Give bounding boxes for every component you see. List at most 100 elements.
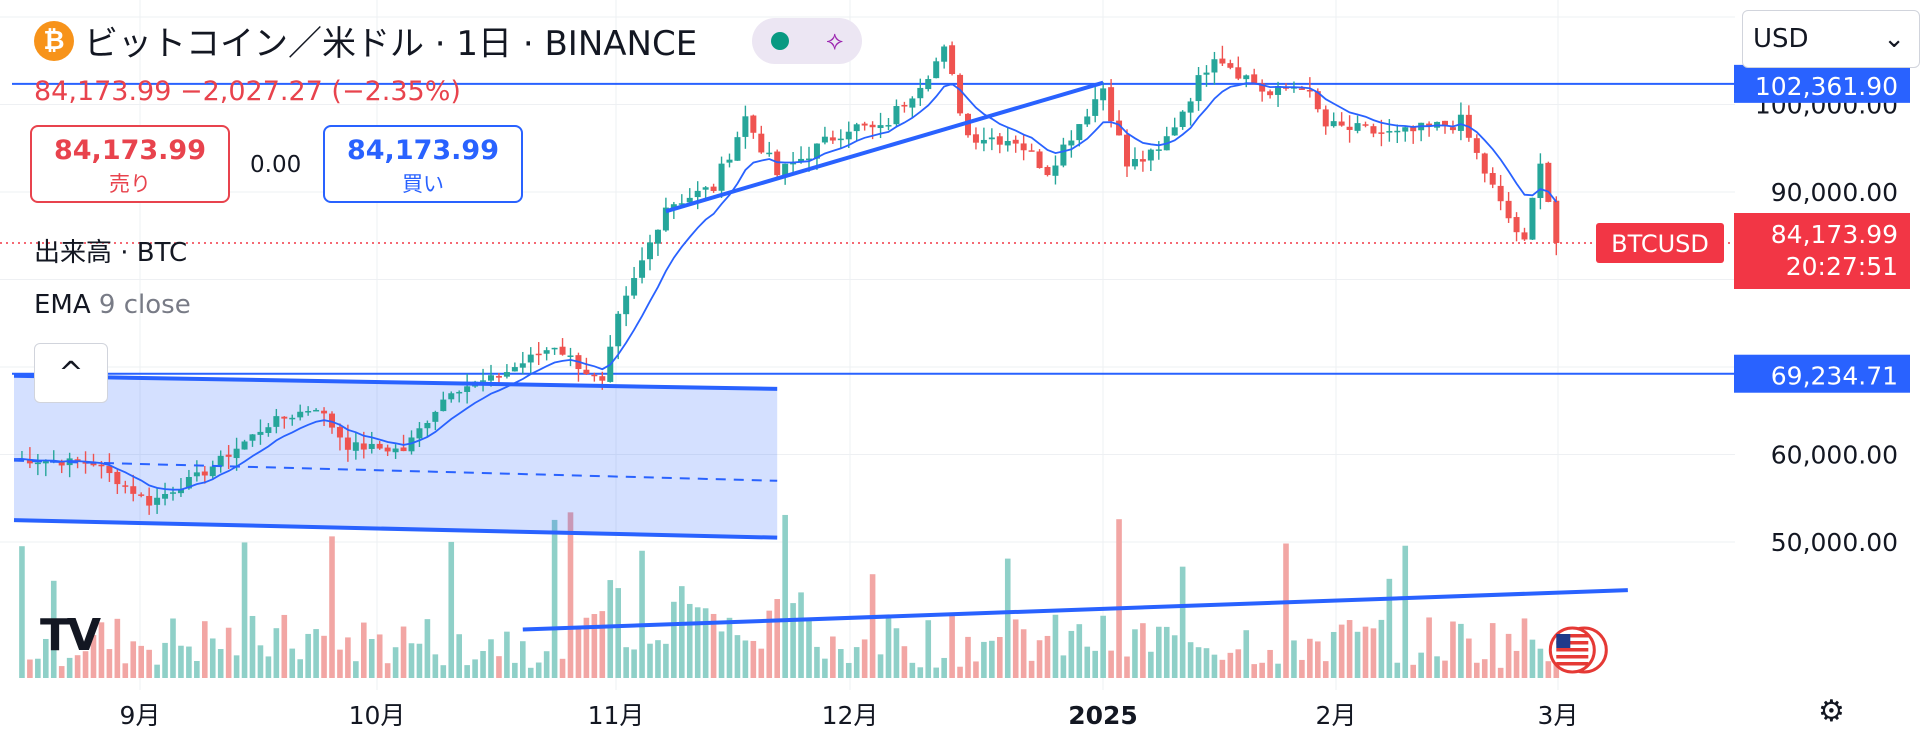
volume-bar (1299, 659, 1305, 678)
volume-bar (551, 519, 558, 678)
volume-bar (281, 614, 288, 678)
volume-bar (297, 659, 303, 678)
volume-bar (178, 645, 184, 678)
candle-body (980, 139, 987, 144)
sell-button[interactable]: 84,173.99 売り (30, 125, 230, 203)
volume-bar (488, 639, 494, 678)
volume-indicator-label[interactable]: 出来高 · BTC (34, 238, 188, 268)
candle-body (559, 346, 566, 355)
volume-bar (1489, 623, 1496, 678)
volume-bar (1203, 648, 1210, 678)
settings-icon[interactable]: ⚙ (1818, 694, 1845, 729)
trend-line[interactable] (665, 80, 1104, 214)
volume-bar (432, 654, 439, 678)
channel-lower-line[interactable] (13, 518, 778, 540)
chevron-up-icon: ^ (58, 355, 84, 391)
candle-body (209, 466, 216, 477)
candle-body (1275, 86, 1282, 95)
candle-body (177, 489, 184, 494)
volume-bar (766, 610, 773, 678)
candle-body (1267, 91, 1274, 96)
volume-bar (599, 611, 606, 678)
flag-canton (1556, 634, 1571, 648)
volume-bar (718, 631, 725, 678)
chevron-down-icon: ⌄ (1883, 24, 1905, 54)
volume-bar (631, 649, 637, 678)
candle-body (1084, 116, 1091, 125)
volume-bar (146, 649, 152, 678)
candle-body (273, 416, 280, 427)
candle-body (965, 113, 971, 136)
volume-bar (758, 648, 765, 678)
bitcoin-icon: ₿ (34, 20, 74, 61)
volume-bar (1505, 633, 1512, 678)
volume-bar (1338, 624, 1345, 678)
candle-body (488, 375, 494, 381)
volume-bar (1179, 566, 1186, 678)
volume-bar (1275, 663, 1281, 678)
volume-trend-line[interactable] (522, 588, 1628, 632)
buy-button[interactable]: 84,173.99 買い (323, 125, 523, 203)
ema-line[interactable] (13, 82, 1558, 491)
volume-bar (1028, 660, 1035, 678)
candle-body (1195, 75, 1202, 102)
y-axis-tick-label: 60,000.00 (1771, 441, 1898, 470)
candle-body (1481, 153, 1488, 174)
volume-bar (1116, 519, 1122, 678)
volume-bar (1267, 649, 1273, 678)
volume-bar (1386, 578, 1393, 678)
candle-body (225, 454, 232, 457)
candle-body (829, 137, 836, 141)
symbol-title[interactable]: ビットコイン／米ドル · 1日 · BINANCE (84, 24, 698, 64)
volume-bar (138, 645, 144, 678)
candle-body (265, 427, 272, 433)
volume-bar (734, 635, 741, 678)
candle-body (806, 158, 812, 161)
candle-body (957, 74, 964, 114)
candle-body (114, 471, 121, 485)
candle-body (1457, 114, 1464, 131)
collapse-indicators-button[interactable]: ^ (34, 343, 108, 403)
share-icon[interactable]: ⟡ (826, 25, 844, 56)
candle-body (34, 462, 41, 465)
volume-bar (1108, 650, 1114, 678)
candle-body (1036, 151, 1043, 168)
x-axis-tick-label: 2月 (1316, 701, 1357, 730)
candle-body (527, 354, 534, 363)
volume-bar (925, 620, 932, 678)
candle-body (710, 186, 717, 191)
candle-body (82, 461, 89, 464)
candle-body (456, 391, 463, 394)
volume-bar (1195, 647, 1202, 678)
volume-bar (909, 662, 916, 678)
channel-mid-line[interactable] (13, 459, 778, 482)
level-badge (1734, 354, 1910, 393)
candle-body (503, 372, 510, 377)
candle-body (344, 437, 351, 450)
candle-body (90, 462, 97, 466)
flag-stripe (1556, 662, 1589, 666)
volume-bar (345, 637, 351, 678)
volume-bar (90, 635, 97, 678)
candle-body (845, 131, 852, 140)
ema-indicator-label[interactable]: EMA 9 close (34, 290, 191, 320)
volume-bar (790, 603, 796, 678)
candle-body (996, 136, 1003, 145)
channel-upper-line[interactable] (13, 373, 778, 391)
candle-body (313, 409, 320, 412)
volume-bar (853, 647, 860, 678)
volume-bar (774, 599, 780, 678)
candle-body (329, 413, 335, 428)
volume-bar (408, 643, 415, 678)
volume-bar (376, 634, 383, 678)
currency-select[interactable]: USD ⌄ (1742, 10, 1920, 68)
candle-body (432, 411, 439, 422)
candle-body (162, 494, 169, 499)
volume-bar (814, 646, 820, 678)
volume-bar (114, 618, 121, 678)
candle-body (201, 471, 208, 476)
volume-bar (901, 646, 908, 678)
status-pill[interactable]: ⟡ (752, 18, 862, 64)
volume-bar (1481, 659, 1488, 678)
